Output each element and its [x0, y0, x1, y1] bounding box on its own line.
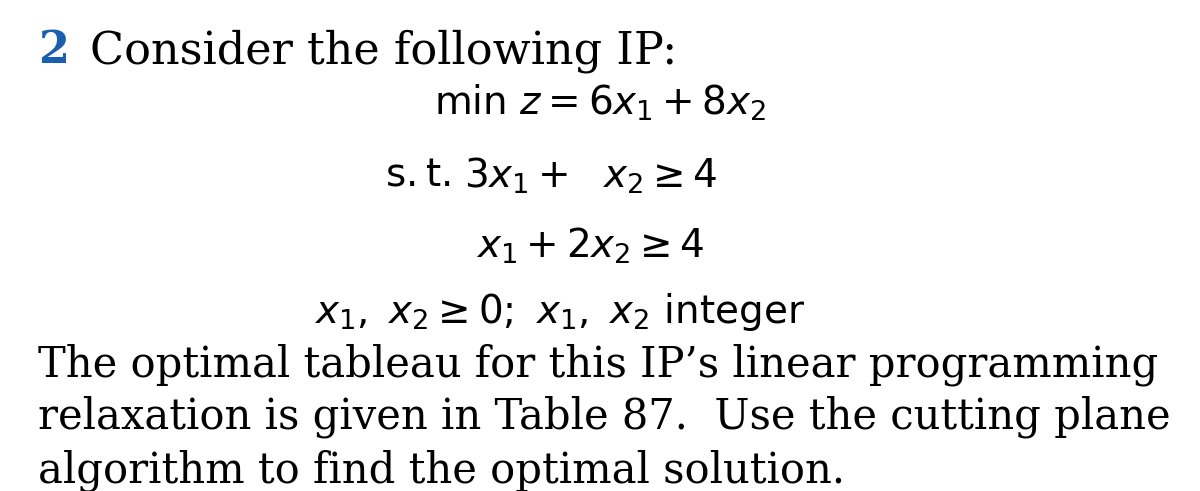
Text: The optimal tableau for this IP’s linear programming: The optimal tableau for this IP’s linear…: [38, 343, 1158, 385]
Text: 2: 2: [38, 29, 70, 72]
Text: relaxation is given in Table 87.  Use the cutting plane: relaxation is given in Table 87. Use the…: [38, 396, 1171, 438]
Text: $\mathrm{min}\ z = 6x_1 + 8x_2$: $\mathrm{min}\ z = 6x_1 + 8x_2$: [434, 83, 766, 123]
Text: $x_1,\ x_2 \geq 0;\ x_1,\ x_2\ \mathrm{integer}$: $x_1,\ x_2 \geq 0;\ x_1,\ x_2\ \mathrm{i…: [314, 291, 805, 333]
Text: $3x_1 +\ \ x_2 \geq 4$: $3x_1 +\ \ x_2 \geq 4$: [463, 156, 716, 196]
Text: Consider the following IP:: Consider the following IP:: [90, 29, 677, 73]
Text: algorithm to find the optimal solution.: algorithm to find the optimal solution.: [38, 449, 845, 491]
Text: $x_1 + 2x_2 \geq 4$: $x_1 + 2x_2 \geq 4$: [475, 226, 704, 266]
Text: $\mathrm{s.t.}$: $\mathrm{s.t.}$: [385, 156, 450, 193]
